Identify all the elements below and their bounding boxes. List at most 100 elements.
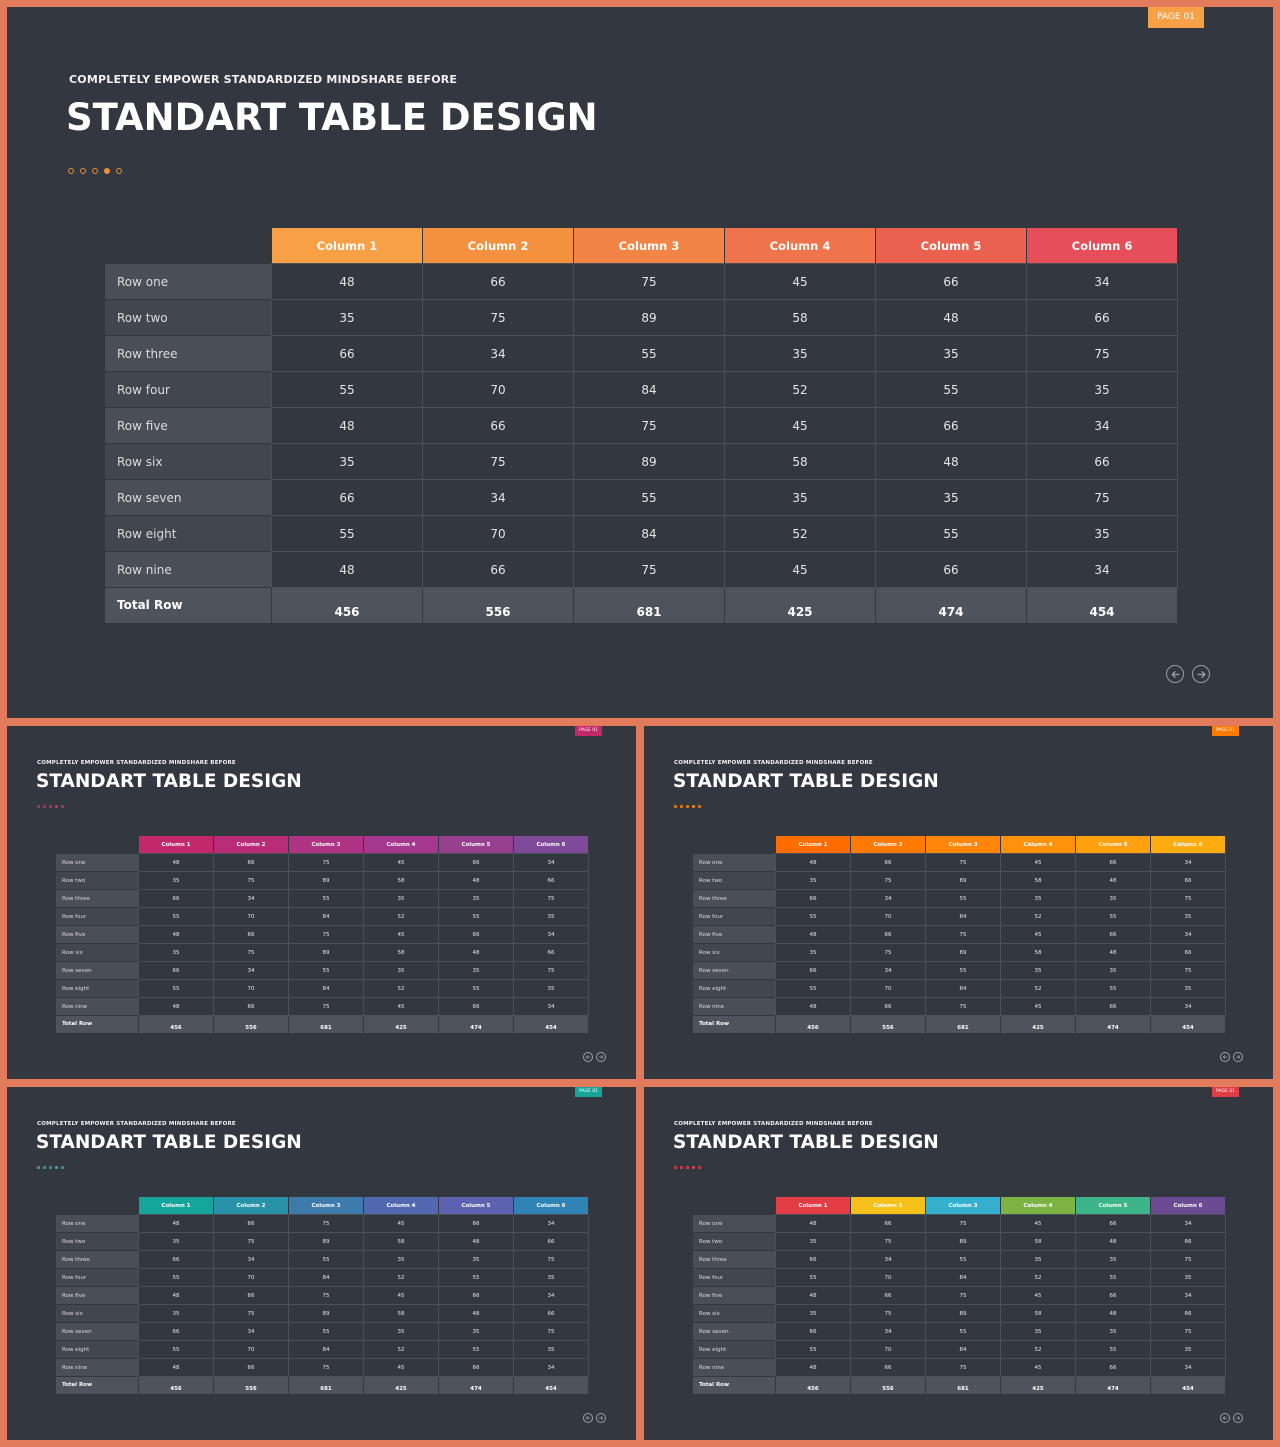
dot-icon	[49, 1166, 52, 1169]
table-cell: 75	[851, 872, 925, 889]
table-cell: 48	[776, 1215, 850, 1232]
dot-icon	[104, 168, 110, 174]
table-row: Row four 55 70 84 52 55 35	[693, 908, 1225, 925]
total-cell: 456	[139, 1016, 213, 1033]
table-cell: 89	[926, 872, 1000, 889]
table-cell: 34	[214, 1251, 288, 1268]
slide-subtitle: COMPLETELY EMPOWER STANDARDIZED MINDSHAR…	[674, 760, 873, 766]
row-label: Row nine	[56, 998, 138, 1015]
table-cell: 52	[364, 980, 438, 997]
table-cell: 66	[514, 872, 588, 889]
slide-thumbnail-multicolor[interactable]: PAGE 01 COMPLETELY EMPOWER STANDARDIZED M…	[644, 1087, 1273, 1440]
table-cell: 66	[1076, 1215, 1150, 1232]
table-cell: 66	[776, 1323, 850, 1340]
previous-slide-button[interactable]	[1166, 665, 1184, 683]
table-cell: 66	[1076, 926, 1150, 943]
table-corner	[693, 1197, 775, 1214]
next-slide-button[interactable]	[1233, 1052, 1243, 1062]
row-label: Row nine	[693, 998, 775, 1015]
column-header: Column 5	[1076, 836, 1150, 853]
column-header: Column 2	[214, 836, 288, 853]
table-cell: 45	[364, 854, 438, 871]
arrow-left-icon	[585, 1415, 591, 1421]
column-header: Column 4	[725, 228, 875, 263]
table-cell: 66	[851, 998, 925, 1015]
table-cell: 35	[1001, 1323, 1075, 1340]
dot-icon	[61, 805, 64, 808]
table-cell: 34	[851, 1323, 925, 1340]
table-cell: 55	[439, 1269, 513, 1286]
table-cell: 34	[423, 480, 573, 515]
table-cell: 34	[1151, 1215, 1225, 1232]
slide-thumbnail-teal[interactable]: PAGE 01 COMPLETELY EMPOWER STANDARDIZED M…	[7, 1087, 636, 1440]
table-cell: 70	[423, 372, 573, 407]
next-slide-button[interactable]	[1233, 1413, 1243, 1423]
total-cell: 425	[364, 1377, 438, 1394]
total-cell: 681	[574, 588, 724, 623]
table-row: Row seven 66 34 55 35 35 75	[56, 962, 588, 979]
table-cell: 55	[1076, 908, 1150, 925]
table-row: Row three 66 34 55 35 35 75	[56, 890, 588, 907]
table-cell: 75	[214, 1233, 288, 1250]
next-slide-button[interactable]	[1192, 665, 1210, 683]
table-cell: 34	[514, 926, 588, 943]
table-cell: 89	[289, 944, 363, 961]
dot-icon	[49, 805, 52, 808]
table-cell: 52	[1001, 1269, 1075, 1286]
column-header: Column 1	[272, 228, 422, 263]
total-row: Total Row 456 556 681 425 474 454	[105, 588, 1177, 623]
table-cell: 48	[776, 998, 850, 1015]
dot-icon	[92, 168, 98, 174]
table-row: Row four 55 70 84 52 55 35	[56, 1269, 588, 1286]
row-label: Row three	[56, 890, 138, 907]
table-header-row: Column 1 Column 2 Column 3 Column 4 Column 5…	[105, 228, 1177, 263]
table-cell: 45	[1001, 1287, 1075, 1304]
row-label: Row one	[56, 1215, 138, 1232]
table-cell: 52	[1001, 908, 1075, 925]
table-cell: 55	[439, 908, 513, 925]
slide-thumbnail-magenta[interactable]: PAGE 01 COMPLETELY EMPOWER STANDARDIZED M…	[7, 726, 636, 1079]
table-cell: 48	[776, 1359, 850, 1376]
column-header: Column 3	[289, 836, 363, 853]
table-row: Row four 55 70 84 52 55 35	[105, 372, 1177, 407]
dot-icon	[61, 1166, 64, 1169]
column-header: Column 1	[139, 836, 213, 853]
table-cell: 84	[926, 980, 1000, 997]
next-slide-button[interactable]	[596, 1413, 606, 1423]
decorative-dots	[68, 168, 122, 174]
table-cell: 35	[1001, 962, 1075, 979]
total-cell: 474	[439, 1377, 513, 1394]
arrow-right-icon	[1235, 1415, 1241, 1421]
dot-icon	[80, 168, 86, 174]
previous-slide-button[interactable]	[583, 1413, 593, 1423]
row-label: Row one	[693, 854, 775, 871]
previous-slide-button[interactable]	[583, 1052, 593, 1062]
previous-slide-button[interactable]	[1220, 1413, 1230, 1423]
table-cell: 48	[439, 1233, 513, 1250]
table-cell: 89	[574, 444, 724, 479]
table-header-row: Column 1 Column 2 Column 3 Column 4 Column 5…	[693, 836, 1225, 853]
table-cell: 66	[214, 1359, 288, 1376]
table-row: Row one 48 66 75 45 66 34	[56, 854, 588, 871]
total-cell: 474	[1076, 1016, 1150, 1033]
row-label: Row six	[693, 944, 775, 961]
arrow-left-icon	[1222, 1054, 1228, 1060]
table-cell: 75	[514, 890, 588, 907]
slide-thumbnail-orange[interactable]: PAGE 01 COMPLETELY EMPOWER STANDARDIZED M…	[644, 726, 1273, 1079]
table-cell: 45	[364, 1287, 438, 1304]
table-cell: 35	[725, 336, 875, 371]
next-slide-button[interactable]	[596, 1052, 606, 1062]
table-cell: 58	[364, 1305, 438, 1322]
table-cell: 35	[439, 1323, 513, 1340]
table-cell: 48	[139, 1359, 213, 1376]
table-cell: 34	[514, 854, 588, 871]
table-cell: 55	[776, 908, 850, 925]
table-cell: 75	[926, 1287, 1000, 1304]
arrow-right-icon	[598, 1054, 604, 1060]
table-row: Row nine 48 66 75 45 66 34	[693, 998, 1225, 1015]
table-cell: 35	[514, 980, 588, 997]
table-cell: 66	[423, 408, 573, 443]
table-cell: 48	[139, 854, 213, 871]
previous-slide-button[interactable]	[1220, 1052, 1230, 1062]
table-cell: 89	[926, 944, 1000, 961]
